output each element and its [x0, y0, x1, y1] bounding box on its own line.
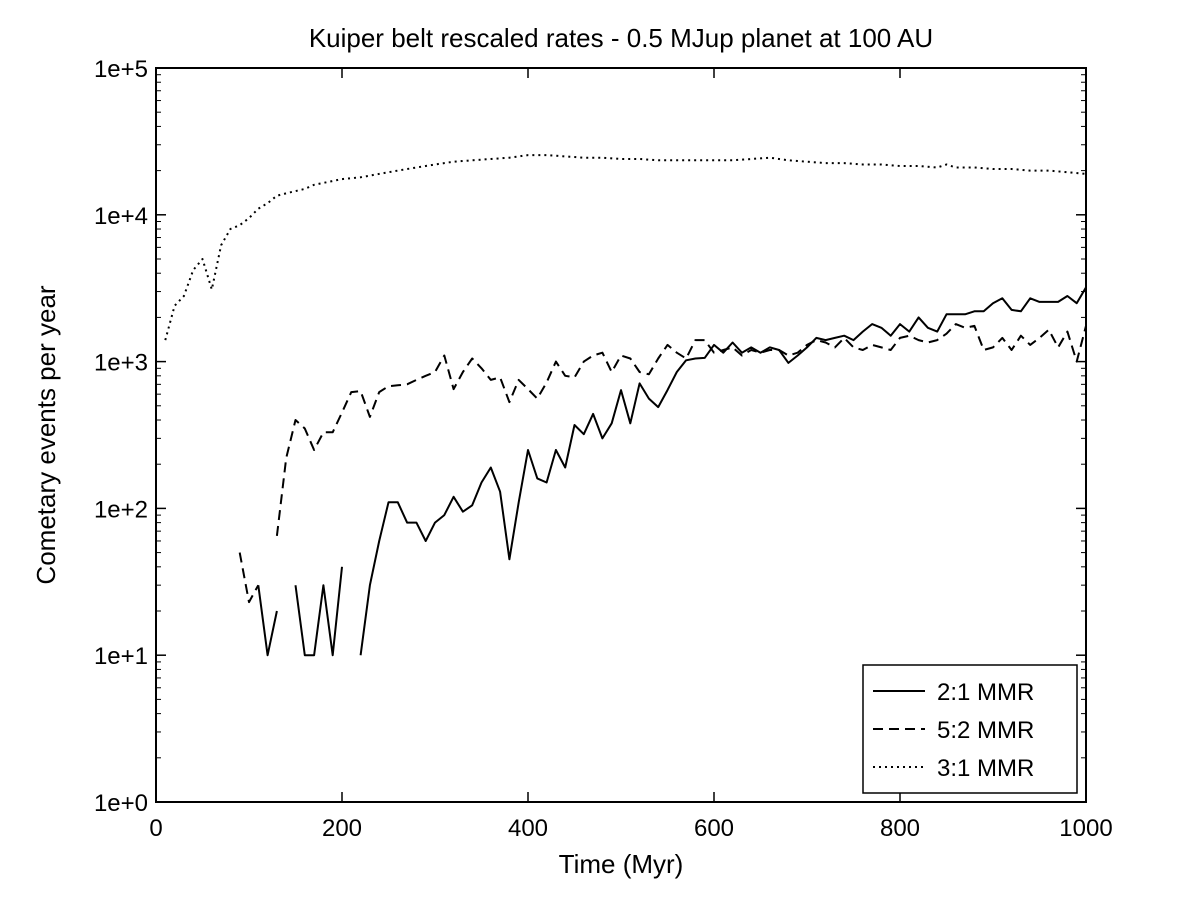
- series-3-1-mmr-line-segment-0: [164, 154, 1086, 341]
- series-2-1-mmr-line-segment-0: [257, 585, 278, 657]
- y-tick-label: 1e+5: [94, 56, 148, 83]
- series-group: [164, 154, 1086, 657]
- x-tick-label: 1000: [1059, 815, 1112, 842]
- y-tick-label: 1e+1: [94, 643, 148, 670]
- x-tick-label: 800: [880, 815, 920, 842]
- series-2-1-mmr-line-segment-2: [359, 286, 1086, 656]
- x-tick-label: 600: [694, 815, 734, 842]
- legend-label-2-1-mmr: 2:1 MMR: [937, 679, 1034, 706]
- legend-label-3-1-mmr: 3:1 MMR: [937, 755, 1034, 782]
- x-tick-label: 400: [508, 815, 548, 842]
- y-tick-label: 1e+4: [94, 203, 148, 230]
- x-tick-label: 0: [149, 815, 162, 842]
- series-2-1-mmr-line-segment-1: [294, 566, 343, 657]
- y-tick-label: 1e+2: [94, 496, 148, 523]
- x-axis-label: Time (Myr): [559, 849, 684, 879]
- series-5-2-mmr-line-segment-1: [275, 323, 1086, 537]
- plot-area: 0 200 400 600 800 1000 1e+0 1e+1 1e+2 1e+3 1e+4 1e+…: [94, 56, 1113, 842]
- y-axis-label: Cometary events per year: [31, 285, 61, 584]
- y-tick-label: 1e+0: [94, 790, 148, 817]
- plot-frame: [155, 67, 1087, 803]
- y-tick-label: 1e+3: [94, 350, 148, 377]
- legend: 2:1 MMR 5:2 MMR 3:1 MMR: [862, 664, 1078, 794]
- legend-label-5-2-mmr: 5:2 MMR: [937, 717, 1034, 744]
- chart-title: Kuiper belt rescaled rates - 0.5 MJup pl…: [309, 23, 933, 53]
- series-5-2-mmr-line-segment-0: [238, 552, 260, 604]
- x-tick-label: 200: [322, 815, 362, 842]
